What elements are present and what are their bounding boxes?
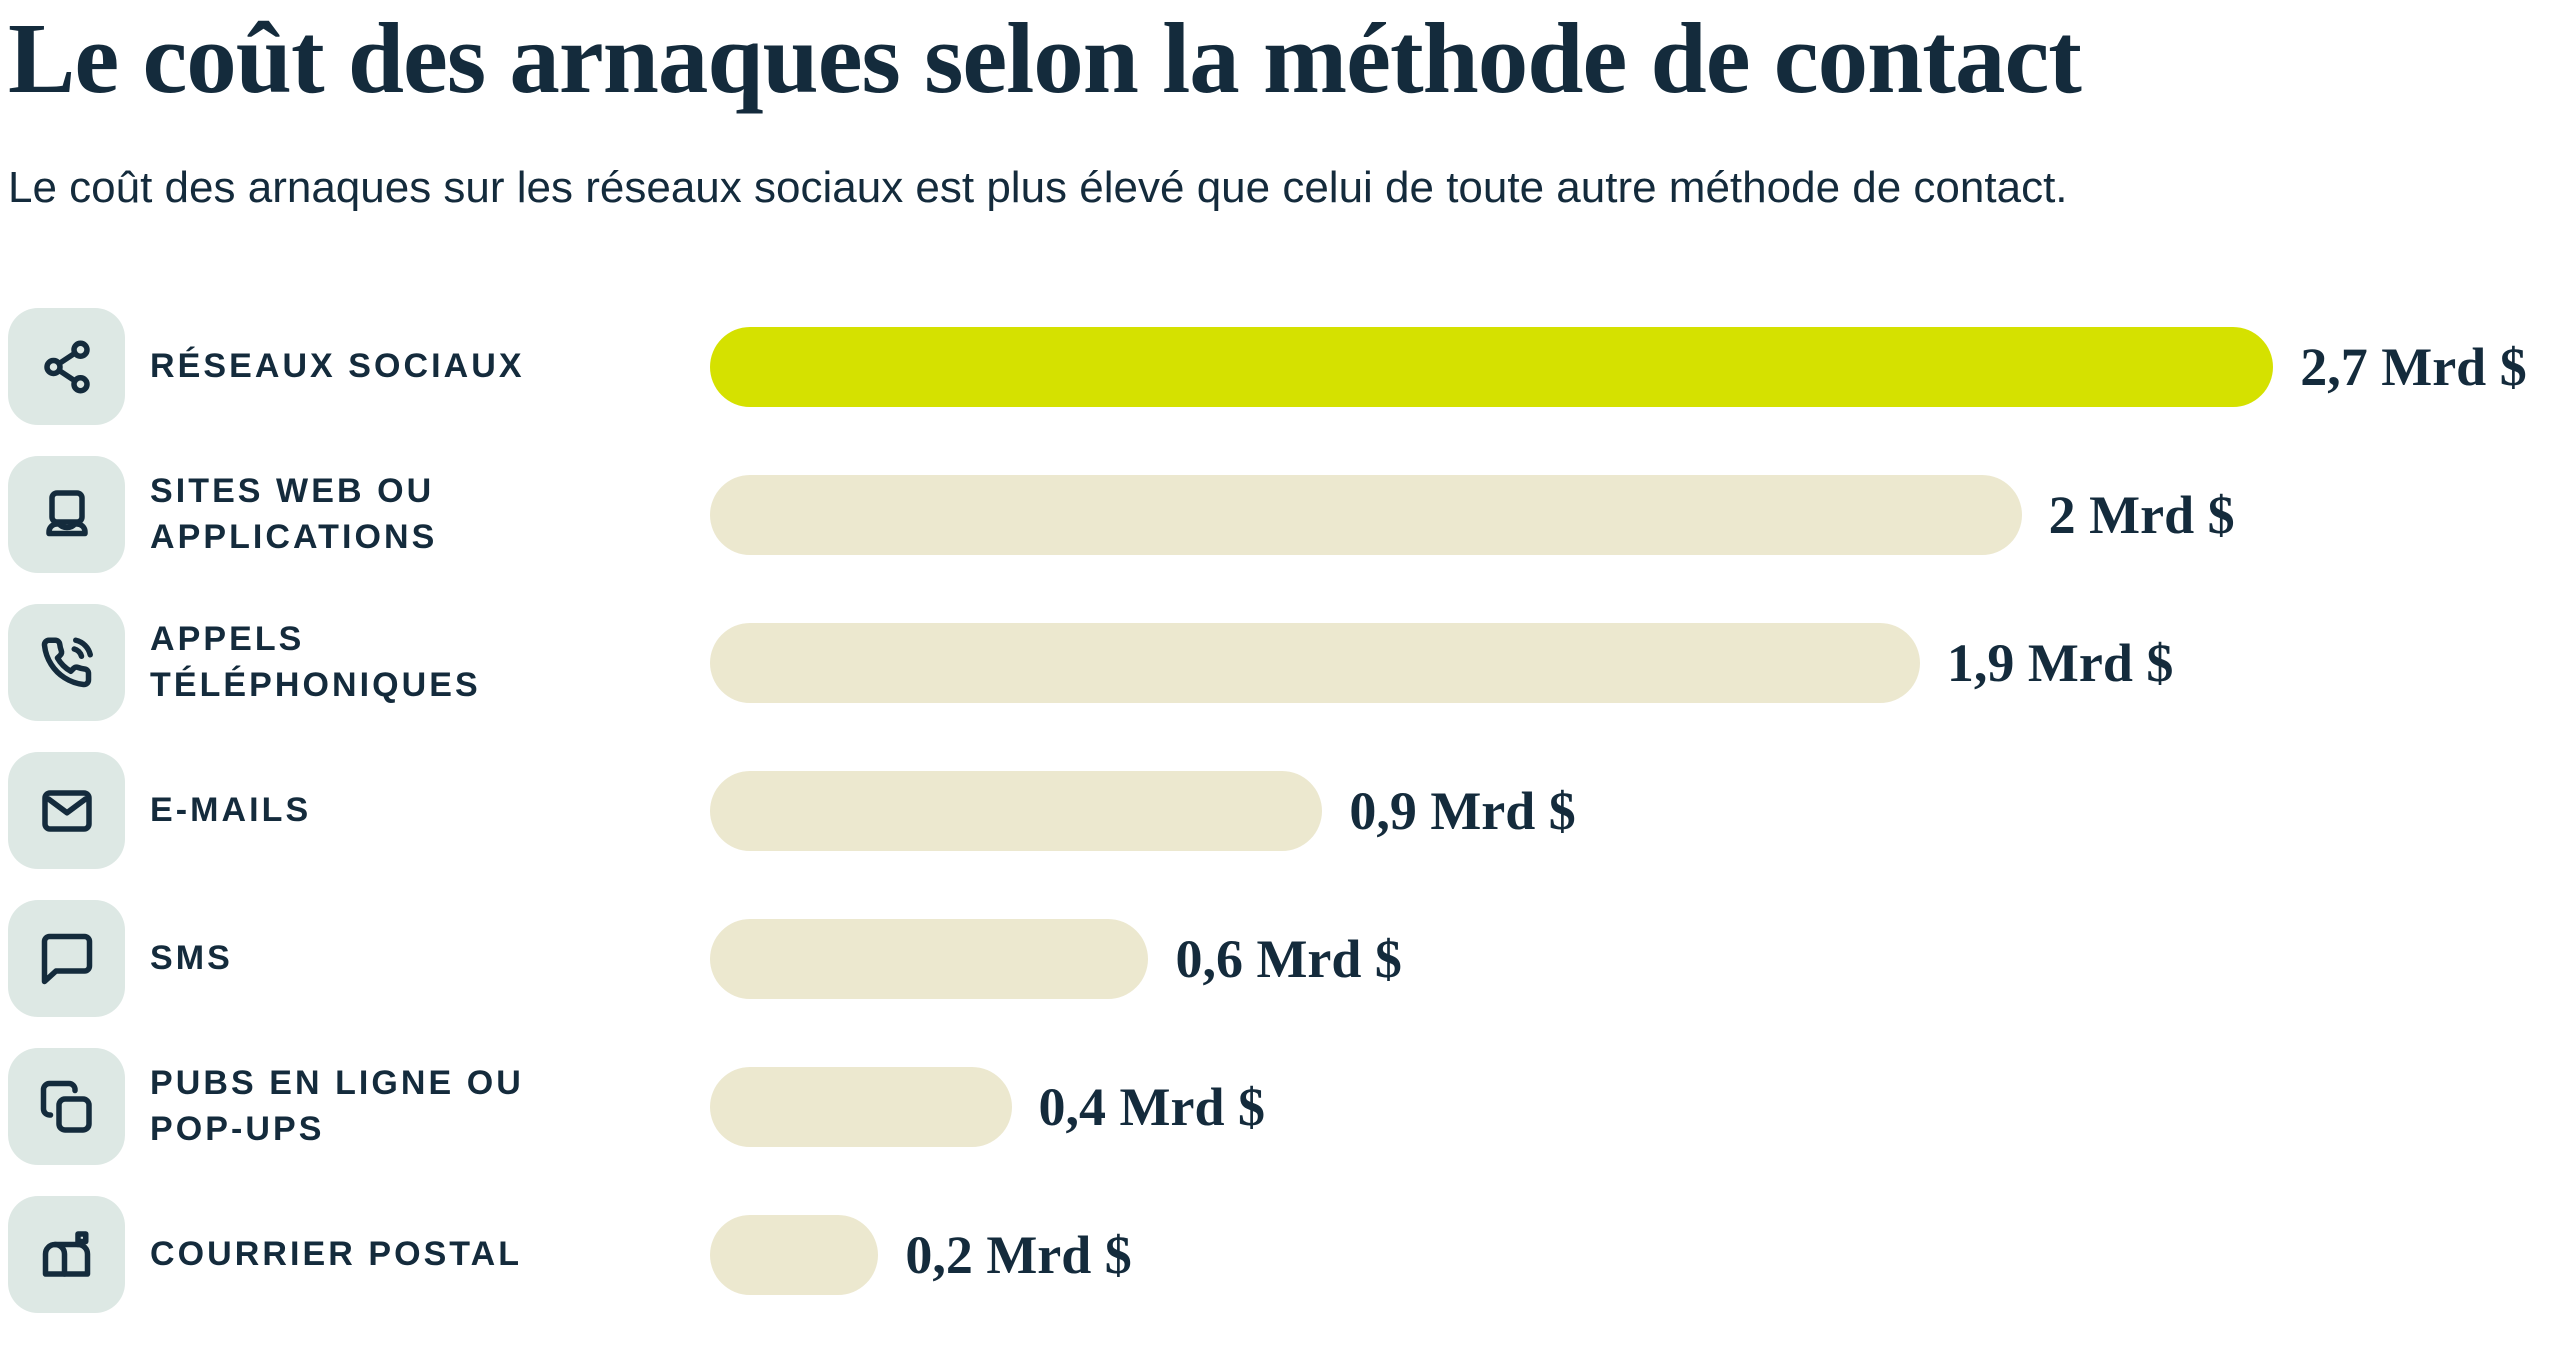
bar-area: 1,9 Mrd $	[710, 622, 2560, 703]
category-icon-tile	[8, 1196, 125, 1314]
chart-row: SMS 0,6 Mrd $	[8, 900, 2560, 1018]
category-label: APPELS TÉLÉPHONIQUES	[150, 619, 481, 704]
bar	[710, 1214, 879, 1295]
mailbox-icon	[42, 1231, 90, 1277]
value-label: 0,9 Mrd $	[1349, 780, 1576, 841]
chart-row: PUBS EN LIGNE OU POP-UPS 0,4 Mrd $	[8, 1048, 2560, 1166]
chart-row: RÉSEAUX SOCIAUX 2,7 Mrd $	[8, 308, 2560, 426]
phone-volume-icon	[41, 637, 93, 688]
bar	[710, 918, 1149, 999]
bar-area: 0,9 Mrd $	[710, 770, 2560, 851]
category-label: RÉSEAUX SOCIAUX	[150, 346, 525, 385]
category-icon-tile	[8, 752, 125, 870]
chat-bubble-icon	[41, 933, 92, 985]
value-label: 2 Mrd $	[2048, 484, 2235, 545]
page-subtitle: Le coût des arnaques sur les réseaux soc…	[8, 163, 2068, 213]
category-label: E-MAILS	[150, 790, 312, 829]
category-label: PUBS EN LIGNE OU POP-UPS	[150, 1063, 524, 1148]
value-label: 0,6 Mrd $	[1175, 928, 1402, 989]
category-icon-tile	[8, 1048, 125, 1166]
category-icon-tile	[8, 456, 125, 574]
value-label: 2,7 Mrd $	[2300, 336, 2527, 397]
bar	[710, 770, 1323, 851]
chart-row: COURRIER POSTAL 0,2 Mrd $	[8, 1196, 2560, 1314]
bar-area: 2,7 Mrd $	[710, 326, 2560, 407]
category-label: SMS	[150, 938, 233, 977]
category-icon-tile	[8, 308, 125, 426]
bar	[710, 474, 2022, 555]
value-label: 1,9 Mrd $	[1946, 632, 2174, 693]
bar	[710, 326, 2274, 407]
category-label: COURRIER POSTAL	[150, 1234, 523, 1273]
copy-icon	[40, 1080, 92, 1133]
category-label: SITES WEB OU APPLICATIONS	[150, 471, 438, 556]
category-icon-tile	[8, 604, 125, 722]
bar-area: 0,6 Mrd $	[710, 918, 2560, 999]
bar-chart: RÉSEAUX SOCIAUX 2,7 Mrd $ SITES WEB OU A…	[8, 308, 2560, 1314]
value-label: 0,4 Mrd $	[1038, 1076, 1266, 1137]
chart-row: E-MAILS 0,9 Mrd $	[8, 752, 2560, 870]
page-title: Le coût des arnaques selon la méthode de…	[8, 2, 2082, 114]
bar	[710, 622, 1920, 703]
laptop-icon	[45, 490, 88, 537]
mail-icon	[41, 790, 92, 832]
bar-area: 0,4 Mrd $	[710, 1066, 2560, 1147]
category-icon-tile	[8, 900, 125, 1018]
chart-row: SITES WEB OU APPLICATIONS 2 Mrd $	[8, 456, 2560, 574]
bar-area: 0,2 Mrd $	[710, 1214, 2560, 1295]
bar	[710, 1066, 1012, 1147]
bar-area: 2 Mrd $	[710, 474, 2560, 555]
share-icon	[43, 340, 90, 394]
value-label: 0,2 Mrd $	[905, 1224, 1132, 1285]
chart-row: APPELS TÉLÉPHONIQUES 1,9 Mrd $	[8, 604, 2560, 722]
